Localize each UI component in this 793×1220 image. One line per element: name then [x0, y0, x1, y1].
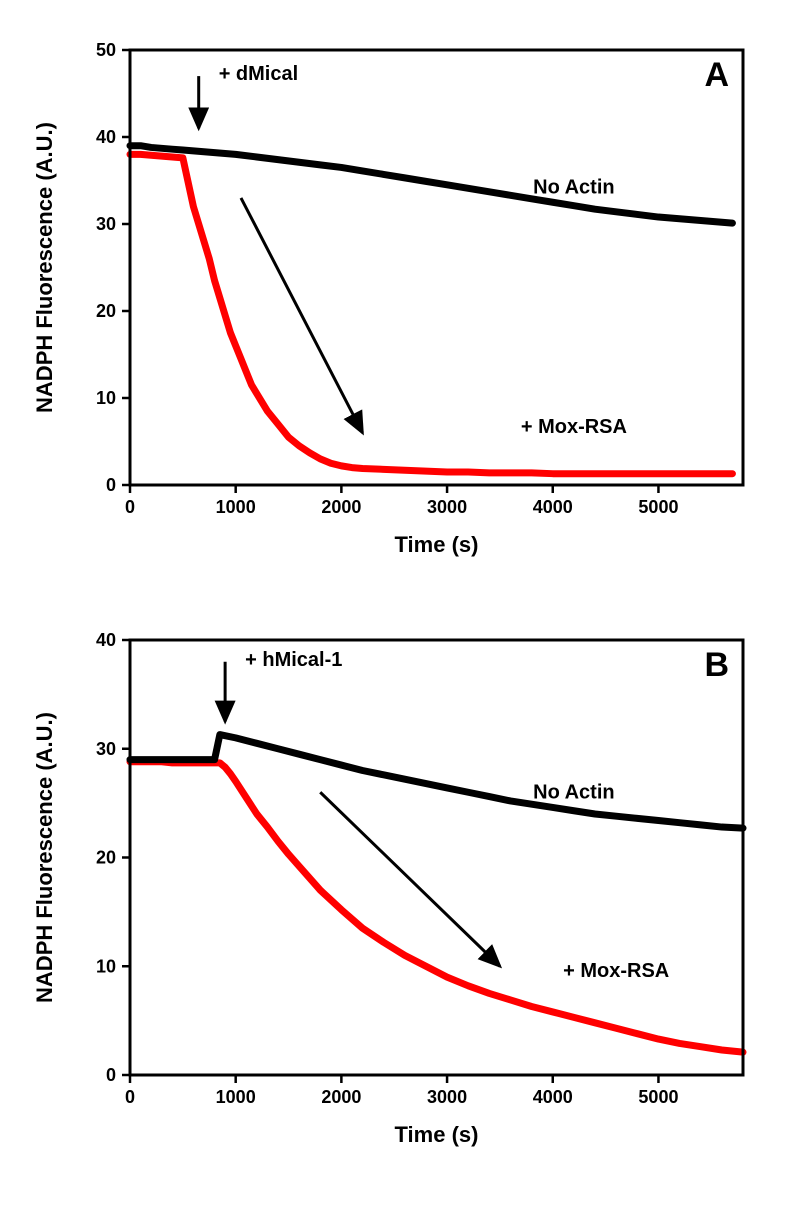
xtick-label: 3000	[427, 497, 467, 517]
xtick-label: 1000	[216, 1087, 256, 1107]
series-black-label: No Actin	[533, 782, 614, 804]
xtick-label: 5000	[638, 1087, 678, 1107]
xtick-label: 1000	[216, 497, 256, 517]
xtick-label: 0	[125, 497, 135, 517]
xtick-label: 2000	[321, 1087, 361, 1107]
xtick-label: 3000	[427, 1087, 467, 1107]
series-black-label: No Actin	[533, 177, 614, 199]
ytick-label: 10	[96, 956, 116, 976]
figure-container: 01020304050010002000300040005000Time (s)…	[20, 20, 773, 1170]
ytick-label: 0	[106, 475, 116, 495]
xlabel: Time (s)	[395, 532, 479, 557]
panel-label: B	[704, 646, 729, 684]
ylabel: NADPH Fluorescence (A.U.)	[32, 122, 57, 413]
ylabel: NADPH Fluorescence (A.U.)	[32, 712, 57, 1003]
xtick-label: 4000	[533, 497, 573, 517]
chart-a: 0 10 20 30 40 50 0 1000 2000 3000 4000 5000 Time (s)…	[20, 20, 773, 580]
ytick-label: 20	[96, 848, 116, 868]
panel-label: A	[704, 56, 729, 94]
chart-b: 0 10 20 30 40 0 1000 2000 3000 4000 5000 Time (s) NA…	[20, 610, 773, 1170]
xtick-label: 5000	[638, 497, 678, 517]
panel-a: 0 10 20 30 40 50 0 1000 2000 3000 4000 5000 Time (s)…	[20, 20, 773, 580]
ytick-label: 10	[96, 388, 116, 408]
ytick-label: 30	[96, 739, 116, 759]
ytick-label: 40	[96, 630, 116, 650]
xtick-label: 0	[125, 1087, 135, 1107]
ytick-label: 0	[106, 1065, 116, 1085]
series-red-label: + Mox-RSA	[521, 416, 627, 438]
xtick-label: 2000	[321, 497, 361, 517]
xlabel: Time (s)	[395, 1122, 479, 1147]
ytick-label: 40	[96, 127, 116, 147]
ytick-label: 20	[96, 301, 116, 321]
addition-label: + dMical	[219, 63, 298, 85]
ytick-label: 50	[96, 40, 116, 60]
series-red-label: + Mox-RSA	[563, 960, 669, 982]
xtick-label: 4000	[533, 1087, 573, 1107]
addition-label: + hMical-1	[245, 649, 342, 671]
ytick-label: 30	[96, 214, 116, 234]
panel-b: 0 10 20 30 40 0 1000 2000 3000 4000 5000 Time (s) NA…	[20, 610, 773, 1170]
